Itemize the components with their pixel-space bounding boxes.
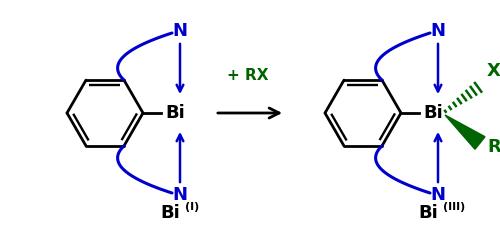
Text: N: N [172,186,188,204]
Polygon shape [445,115,485,149]
Text: Bi: Bi [165,104,185,122]
Text: R: R [487,138,500,156]
Text: X: X [487,62,500,80]
Text: + RX: + RX [227,67,269,82]
Text: (I): (I) [185,202,199,212]
Text: N: N [172,22,188,40]
Text: Bi: Bi [423,104,443,122]
Text: (III): (III) [443,202,465,212]
Text: N: N [430,22,446,40]
Text: Bi: Bi [160,204,180,222]
Text: Bi: Bi [418,204,438,222]
Text: N: N [430,186,446,204]
